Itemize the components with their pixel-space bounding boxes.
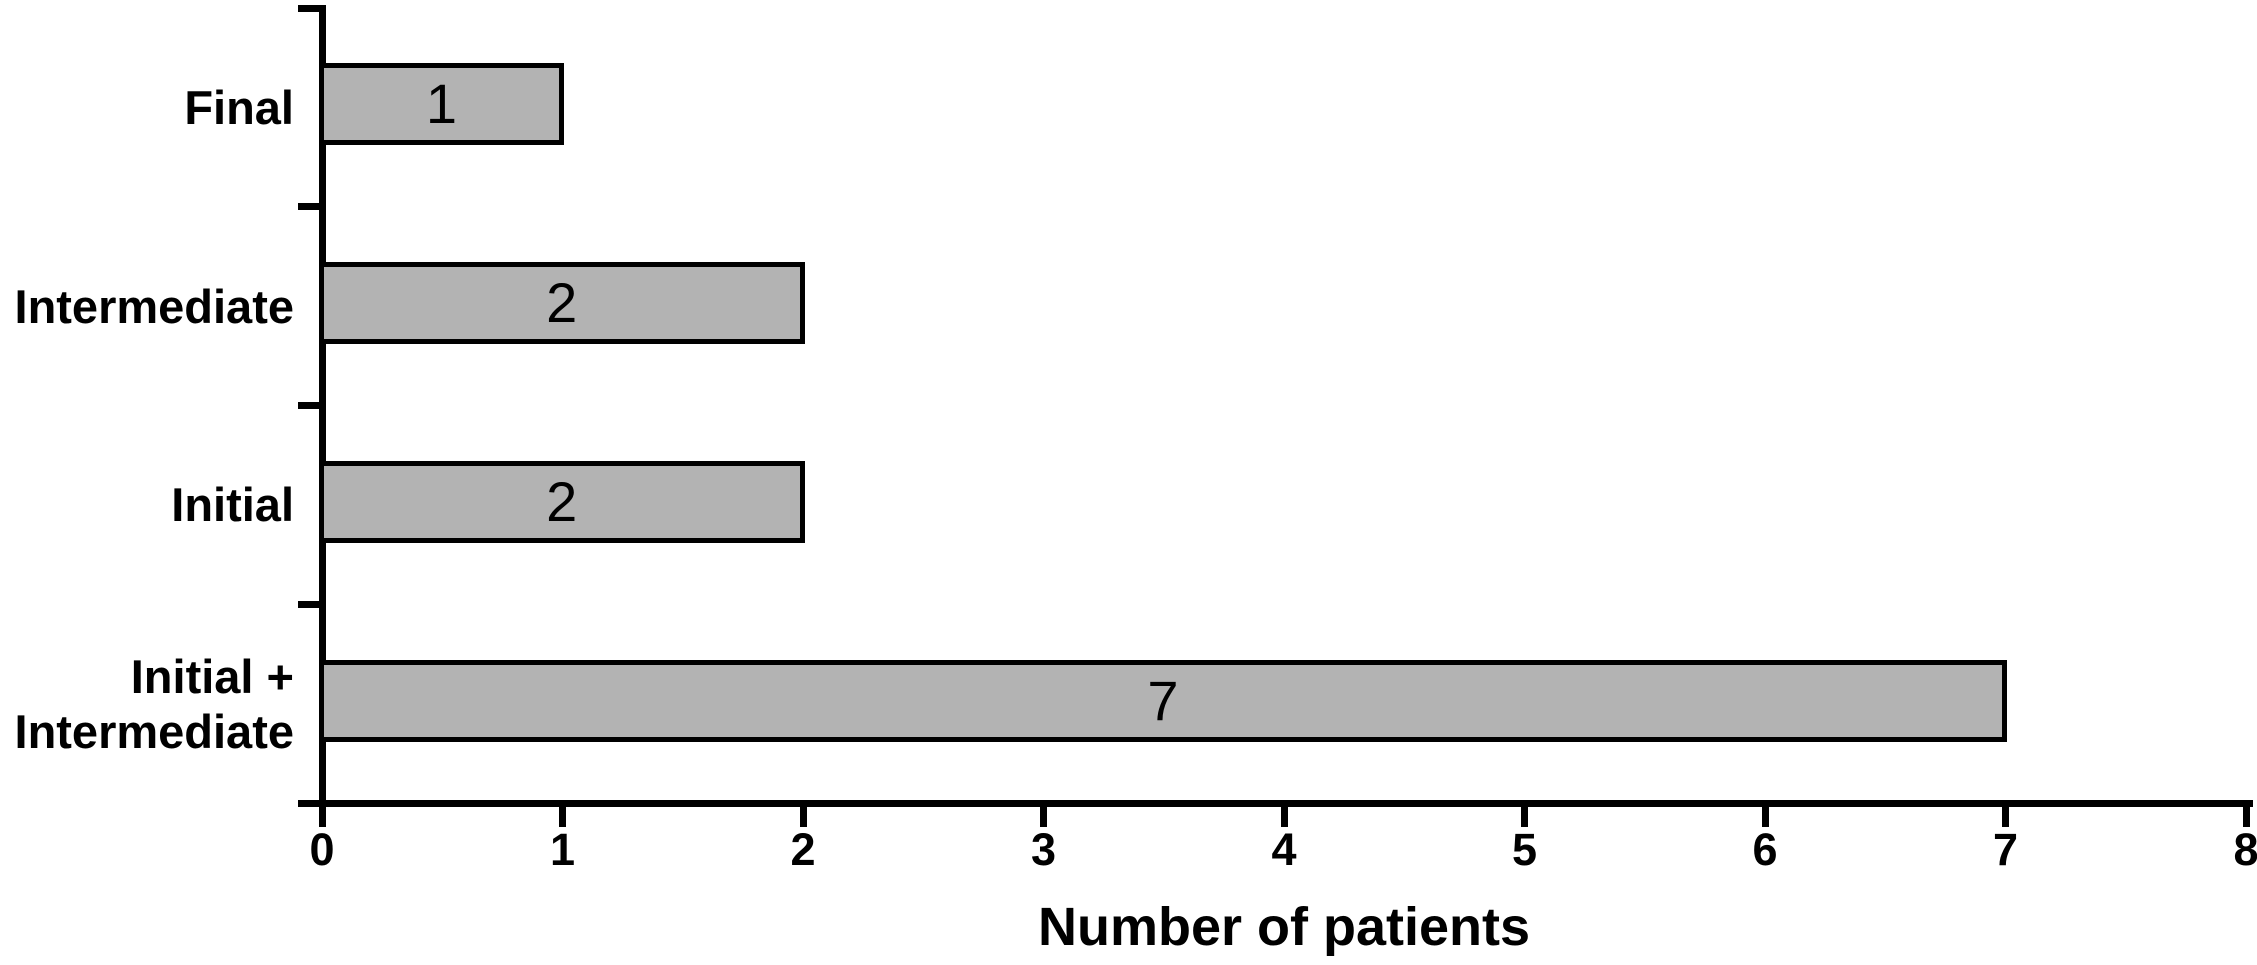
x-axis-tick-label: 5	[1511, 824, 1538, 875]
x-axis-tick	[1040, 805, 1047, 827]
x-axis-title: Number of patients	[1037, 897, 1531, 957]
x-axis-tick-label: 6	[1752, 824, 1778, 875]
x-axis-line	[297, 799, 2253, 807]
bar-value-label: 7	[1147, 668, 1179, 732]
x-axis-tick	[318, 805, 326, 827]
x-axis-tick-label: 4	[1271, 824, 1297, 875]
bar-4: 7	[319, 659, 2007, 742]
bar-1: 1	[319, 63, 564, 146]
x-axis-tick	[1761, 805, 1769, 827]
bar-value-label: 1	[425, 72, 458, 136]
y-axis-tick	[297, 203, 319, 211]
category-label: Final	[184, 80, 294, 134]
y-axis-tick	[297, 402, 319, 409]
category-label: Initial + Intermediate	[14, 649, 294, 758]
x-axis-tick-label: 2	[790, 824, 816, 875]
x-axis-tick	[1521, 805, 1528, 827]
x-axis-tick	[2002, 805, 2009, 827]
x-axis-tick-label: 1	[549, 824, 576, 875]
y-axis-tick	[297, 600, 319, 608]
x-axis-tick	[1280, 805, 1288, 827]
bar-2: 2	[319, 262, 805, 345]
x-axis-tick-label: 0	[309, 824, 335, 875]
bar-value-label: 2	[546, 469, 578, 533]
category-label: Initial	[171, 478, 294, 532]
x-axis-tick	[2242, 805, 2250, 827]
y-axis-tick	[297, 4, 319, 12]
bar-value-label: 2	[546, 271, 578, 335]
x-axis-tick-label: 8	[2233, 824, 2257, 875]
x-axis-tick	[559, 805, 566, 827]
x-axis-tick	[799, 805, 807, 827]
y-axis-line	[318, 4, 326, 807]
bar-3: 2	[319, 460, 805, 543]
x-axis-tick-label: 3	[1030, 824, 1057, 875]
category-label: Intermediate	[14, 279, 294, 333]
x-axis-tick-label: 7	[1992, 824, 2019, 875]
